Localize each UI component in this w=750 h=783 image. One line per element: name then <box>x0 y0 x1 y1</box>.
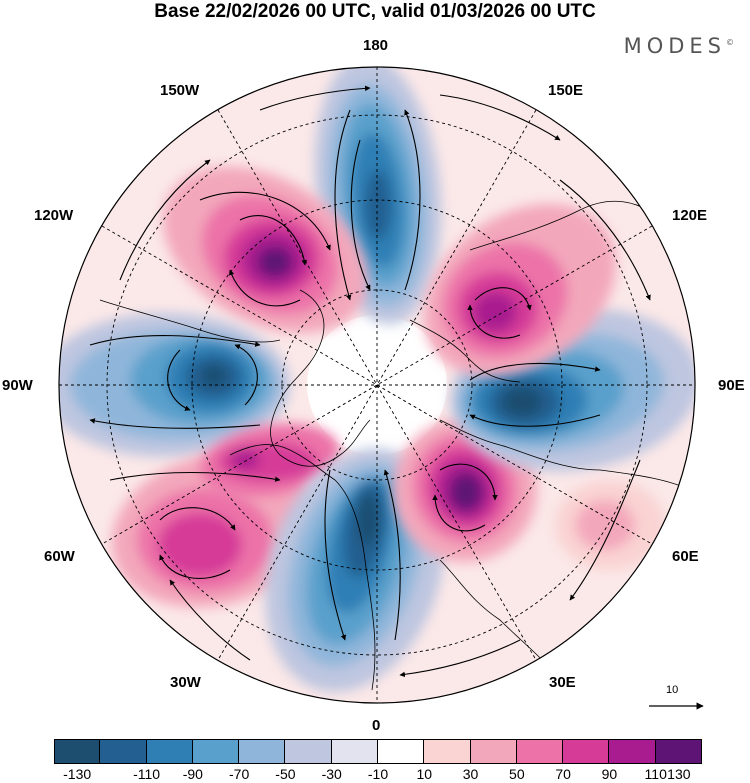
map-title: Base 22/02/2026 00 UTC, valid 01/03/2026… <box>154 1 596 22</box>
lon-label-90e: 90E <box>718 377 745 394</box>
lon-label-90w: 90W <box>2 377 33 394</box>
lon-label-150e: 150E <box>548 82 584 99</box>
lon-label-60w: 60W <box>44 548 75 565</box>
colorbar-tick-label: -50 <box>275 766 296 782</box>
colorbar-tick-label: 10 <box>416 766 433 782</box>
colorbar-tick-label: 130 <box>667 766 691 782</box>
colorbar-tick-label: -130 <box>63 766 92 782</box>
reference-arrow-icon <box>649 702 704 710</box>
colorbar-tick-label: -10 <box>367 766 389 782</box>
lon-label-180: 180 <box>363 37 389 54</box>
anomaly-field <box>59 67 695 703</box>
colorbar-tick-label: 70 <box>555 766 571 782</box>
lon-label-0: 0 <box>372 717 381 734</box>
colorbar <box>54 739 702 764</box>
lon-label-150w: 150W <box>160 82 200 99</box>
map-boundary <box>58 66 696 704</box>
colorbar-tick-label: -90 <box>182 766 203 782</box>
graticule <box>59 67 695 703</box>
colorbar-tick-label: 110 <box>644 766 667 782</box>
lon-label-120e: 120E <box>672 207 708 224</box>
high-60e <box>555 480 665 570</box>
lon-label-120w: 120W <box>34 207 74 224</box>
high-130e <box>423 203 617 377</box>
modes-logo: MODES© <box>624 34 734 58</box>
brand-name: MODES <box>623 34 726 58</box>
colorbar-tick-label: -110 <box>133 766 161 782</box>
lon-label-60e: 60E <box>672 548 699 565</box>
lon-label-30w: 30W <box>170 674 201 691</box>
brand-mark: © <box>726 38 734 47</box>
reference-vector: 10 <box>648 684 708 714</box>
colorbar-tick-label: -70 <box>229 766 250 782</box>
colorbar-tick-label: -30 <box>321 766 342 782</box>
wind-streamlines <box>89 85 651 678</box>
colorbar-tick-label: 50 <box>509 766 525 782</box>
colorbar-tick-label: 90 <box>601 766 618 782</box>
colorbar-segment <box>192 739 240 764</box>
colorbar-tick-label: 30 <box>462 766 479 782</box>
colorbar-frame <box>54 739 702 764</box>
lon-label-30e: 30E <box>549 674 576 691</box>
high-150w <box>163 166 367 334</box>
reference-vector-label: 10 <box>666 684 679 696</box>
low-90w <box>59 313 290 457</box>
